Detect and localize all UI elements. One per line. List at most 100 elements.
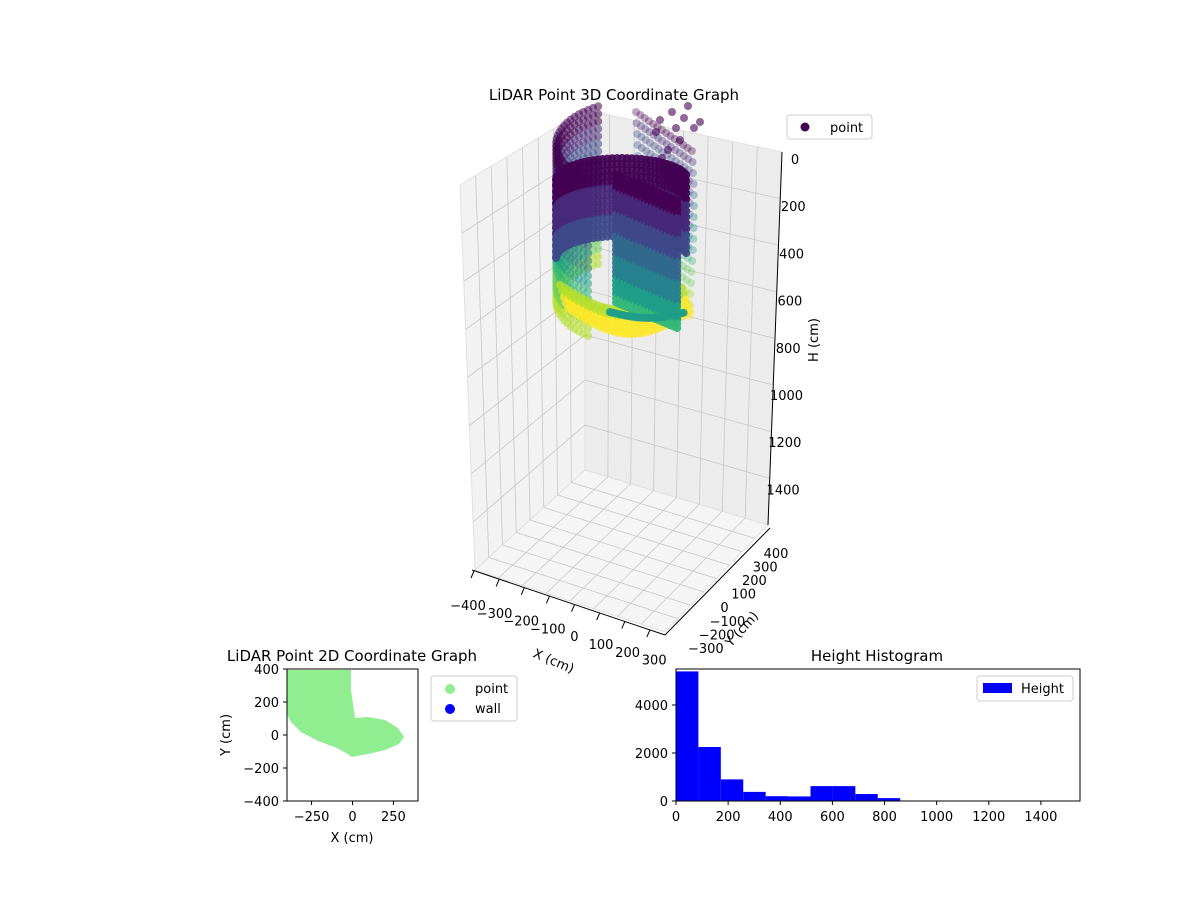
z-tick-label: 0 — [791, 153, 799, 168]
chart-2d: LiDAR Point 2D Coordinate Graph −250 0 250… — [219, 647, 518, 846]
lidar-point — [679, 308, 688, 317]
lidar-point — [640, 114, 649, 122]
lidar-point — [632, 108, 640, 116]
lidar-point — [682, 171, 691, 180]
grid-line — [571, 482, 756, 539]
histogram-bar — [676, 671, 699, 801]
lidar-point — [684, 155, 693, 163]
lidar-point — [654, 134, 663, 142]
lidar-point — [685, 307, 694, 316]
x-tick-label-histogram: 0 — [672, 810, 680, 825]
grid-line — [617, 510, 723, 617]
lidar-point — [682, 225, 691, 234]
lidar-point — [642, 147, 651, 155]
lidar-point — [645, 128, 654, 136]
lidar-point — [652, 128, 660, 136]
lidar-point — [632, 119, 641, 127]
lidar-point — [682, 183, 691, 192]
y-tick-label: 300 — [753, 560, 778, 575]
point-cloud — [552, 102, 704, 340]
x-axis-label-2d: X (cm) — [331, 831, 374, 846]
lidar-point — [689, 180, 698, 188]
x-tick-label: 0 — [570, 630, 578, 645]
lidar-point — [666, 132, 675, 140]
lidar-point — [679, 262, 687, 270]
y-tick-label-2d: 200 — [254, 696, 279, 711]
legend-2d-marker-wall — [445, 704, 455, 714]
z-tick-label: 600 — [777, 295, 802, 310]
x-tick-label-histogram: 600 — [820, 810, 845, 825]
lidar-point — [641, 136, 650, 144]
lidar-point — [584, 324, 593, 333]
y-tick-label-2d: −200 — [243, 762, 279, 777]
lidar-point — [656, 116, 664, 124]
lidar-point — [688, 246, 697, 254]
lidar-point — [689, 213, 698, 221]
y-tick-label: −200 — [699, 628, 735, 643]
histogram-bar — [788, 796, 811, 801]
x-tick-label-2d: 0 — [348, 810, 356, 825]
y-tick-label: 0 — [720, 601, 728, 616]
lidar-point — [682, 231, 691, 240]
lidar-point — [584, 287, 593, 295]
legend-2d-label-point: point — [475, 682, 508, 697]
lidar-point — [668, 108, 676, 116]
histogram-title: Height Histogram — [811, 647, 943, 665]
lidar-point — [636, 111, 645, 119]
lidar-point — [584, 257, 593, 265]
lidar-point — [672, 124, 680, 132]
histogram-bar — [765, 796, 789, 801]
x-tick-label-histogram: 400 — [768, 810, 793, 825]
lidar-point — [683, 265, 692, 273]
point-cloud-2d — [287, 670, 404, 757]
lidar-point — [696, 118, 704, 126]
x-tick-label: 100 — [589, 638, 614, 653]
lidar-point — [633, 141, 642, 149]
lidar-point — [633, 130, 642, 138]
z-tick-labels-3d: 0 200 400 600 800 1000 1200 1400 — [767, 153, 806, 498]
histogram-bar — [698, 747, 721, 801]
lidar-point — [680, 114, 688, 122]
lidar-point — [584, 249, 593, 258]
grid-line — [470, 379, 772, 475]
chart-histogram: Height Histogram 0 200 400 600 800 1000 1200 14… — [635, 647, 1081, 825]
lidar-point — [682, 177, 691, 186]
lidar-point — [689, 169, 697, 177]
lidar-point — [646, 139, 654, 147]
y-tick-labels-2d: 400 200 0 −200 −400 — [243, 663, 287, 810]
lidar-point — [650, 142, 659, 150]
legend-3d: point — [786, 114, 873, 140]
point-region — [287, 670, 404, 757]
histogram-bar — [877, 798, 901, 801]
y-tick-label-histogram: 0 — [660, 795, 668, 810]
y-tick-label: 200 — [742, 574, 767, 589]
lidar-point — [687, 268, 696, 276]
z-tick-label: 1000 — [770, 389, 803, 404]
y-tick-label-histogram: 2000 — [635, 747, 668, 762]
z-tick-label: 800 — [776, 342, 801, 357]
x-tick-mark — [545, 596, 550, 604]
x-tick-label: 300 — [642, 654, 667, 669]
lidar-point — [584, 242, 593, 250]
lidar-point — [682, 243, 691, 252]
y-tick-label: 400 — [764, 547, 789, 562]
lidar-point — [682, 249, 691, 258]
x-tick-labels-histogram: 0 200 400 600 800 1000 1200 1400 — [672, 801, 1057, 825]
x-tick-mark — [621, 621, 626, 629]
grid-line — [593, 504, 700, 610]
histogram-bars — [676, 671, 901, 801]
grid-line — [472, 424, 770, 523]
y-tick-label-2d: 400 — [254, 663, 279, 678]
grid-line — [543, 507, 730, 566]
lidar-point — [682, 276, 691, 284]
y-tick-label: 100 — [731, 588, 756, 603]
lidar-point — [687, 279, 695, 287]
lidar-point — [654, 145, 663, 153]
x-tick-label-2d: −250 — [294, 810, 330, 825]
x-tick-label-histogram: 800 — [872, 810, 897, 825]
x-tick-label-histogram: 1200 — [972, 810, 1005, 825]
